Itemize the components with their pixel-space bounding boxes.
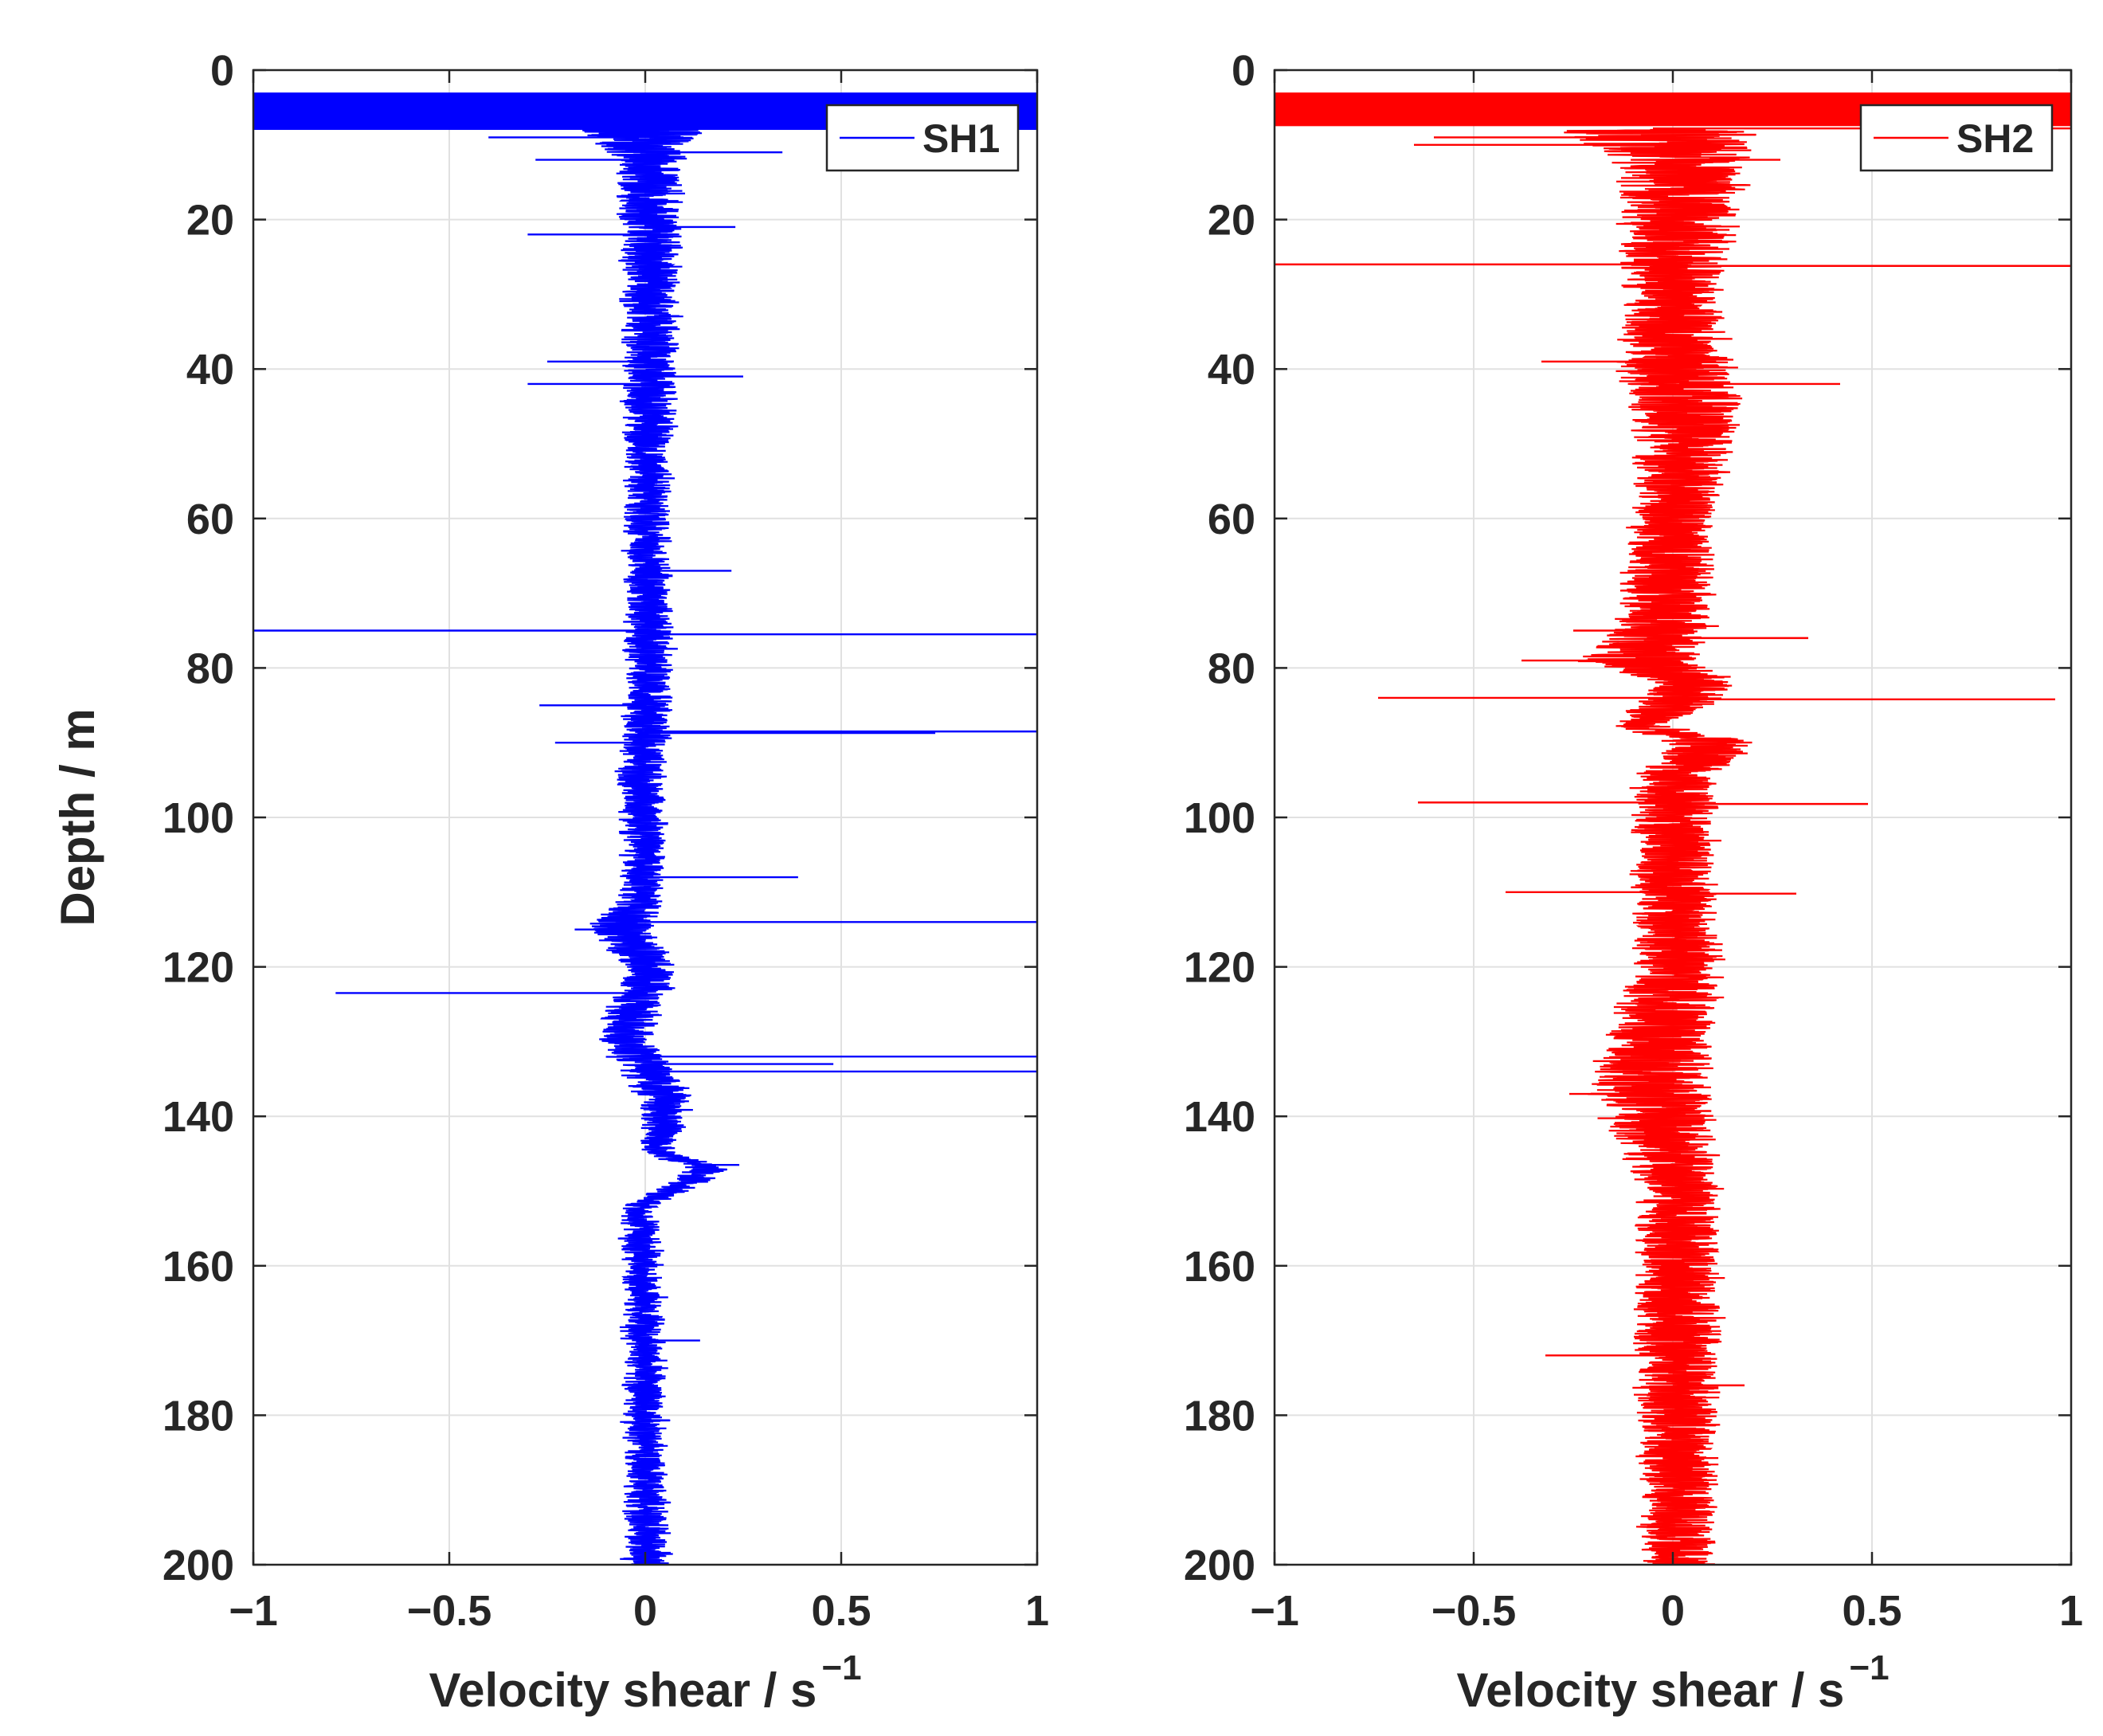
y-tick-label: 0 [1232, 47, 1255, 95]
x-tick-label: 0.5 [1842, 1587, 1901, 1635]
ticks: −1 −0.5 0 0.5 1 0 20 40 60 80 100 120 140 160 180 200 [1184, 47, 2083, 1635]
x-tick-label: 0.5 [811, 1587, 871, 1635]
x-axis-label: Velocity shear / s −1 [429, 1648, 861, 1717]
y-tick-label: 120 [1184, 944, 1255, 992]
x-tick-label: −1 [1250, 1587, 1299, 1635]
legend-label: SH1 [922, 116, 1000, 161]
y-axis-label: Depth / m [51, 708, 104, 926]
y-tick-label: 0 [210, 47, 234, 95]
x-tick-label: 0 [633, 1587, 657, 1635]
x-tick-label: 1 [2059, 1587, 2083, 1635]
x-tick-label: −0.5 [1431, 1587, 1517, 1635]
y-tick-label: 160 [1184, 1243, 1255, 1291]
x-tick-label: −1 [229, 1587, 278, 1635]
y-tick-label: 180 [1184, 1392, 1255, 1440]
y-tick-label: 60 [186, 496, 234, 543]
x-tick-label: 0 [1661, 1587, 1685, 1635]
legend: SH2 [1859, 104, 2054, 172]
x-tick-label: 1 [1025, 1587, 1049, 1635]
y-tick-label: 20 [1208, 197, 1255, 245]
y-tick-label: 140 [163, 1093, 234, 1141]
y-tick-label: 20 [186, 197, 234, 245]
y-tick-label: 100 [163, 794, 234, 842]
y-tick-label: 140 [1184, 1093, 1255, 1141]
legend-label: SH2 [1956, 116, 2034, 161]
y-tick-label: 60 [1208, 496, 1255, 543]
y-tick-label: 40 [186, 346, 234, 394]
y-tick-label: 80 [186, 645, 234, 692]
panel-sh2: −1 −0.5 0 0.5 1 0 20 40 60 80 100 120 140 160 180 200 Ve… [1184, 47, 2083, 1717]
legend: SH1 [825, 104, 1020, 172]
y-tick-label: 180 [163, 1392, 234, 1440]
ticks: −1 −0.5 0 0.5 1 0 20 40 60 80 100 120 140 160 180 200 [163, 47, 1049, 1635]
y-tick-label: 40 [1208, 346, 1255, 394]
y-tick-label: 200 [1184, 1542, 1255, 1589]
x-axis-label: Velocity shear / s −1 [1456, 1648, 1889, 1717]
x-tick-label: −0.5 [407, 1587, 492, 1635]
y-tick-label: 200 [163, 1542, 234, 1589]
panel-sh1: −1 −0.5 0 0.5 1 0 20 40 60 80 100 120 140 160 180 200 Ve… [163, 47, 1049, 1717]
y-tick-label: 80 [1208, 645, 1255, 692]
y-tick-label: 100 [1184, 794, 1255, 842]
spikes [253, 136, 1037, 1342]
trace-sh2 [1564, 128, 1756, 1565]
y-tick-label: 120 [163, 944, 234, 992]
trace-sh1 [582, 128, 728, 1565]
y-tick-label: 160 [163, 1243, 234, 1291]
